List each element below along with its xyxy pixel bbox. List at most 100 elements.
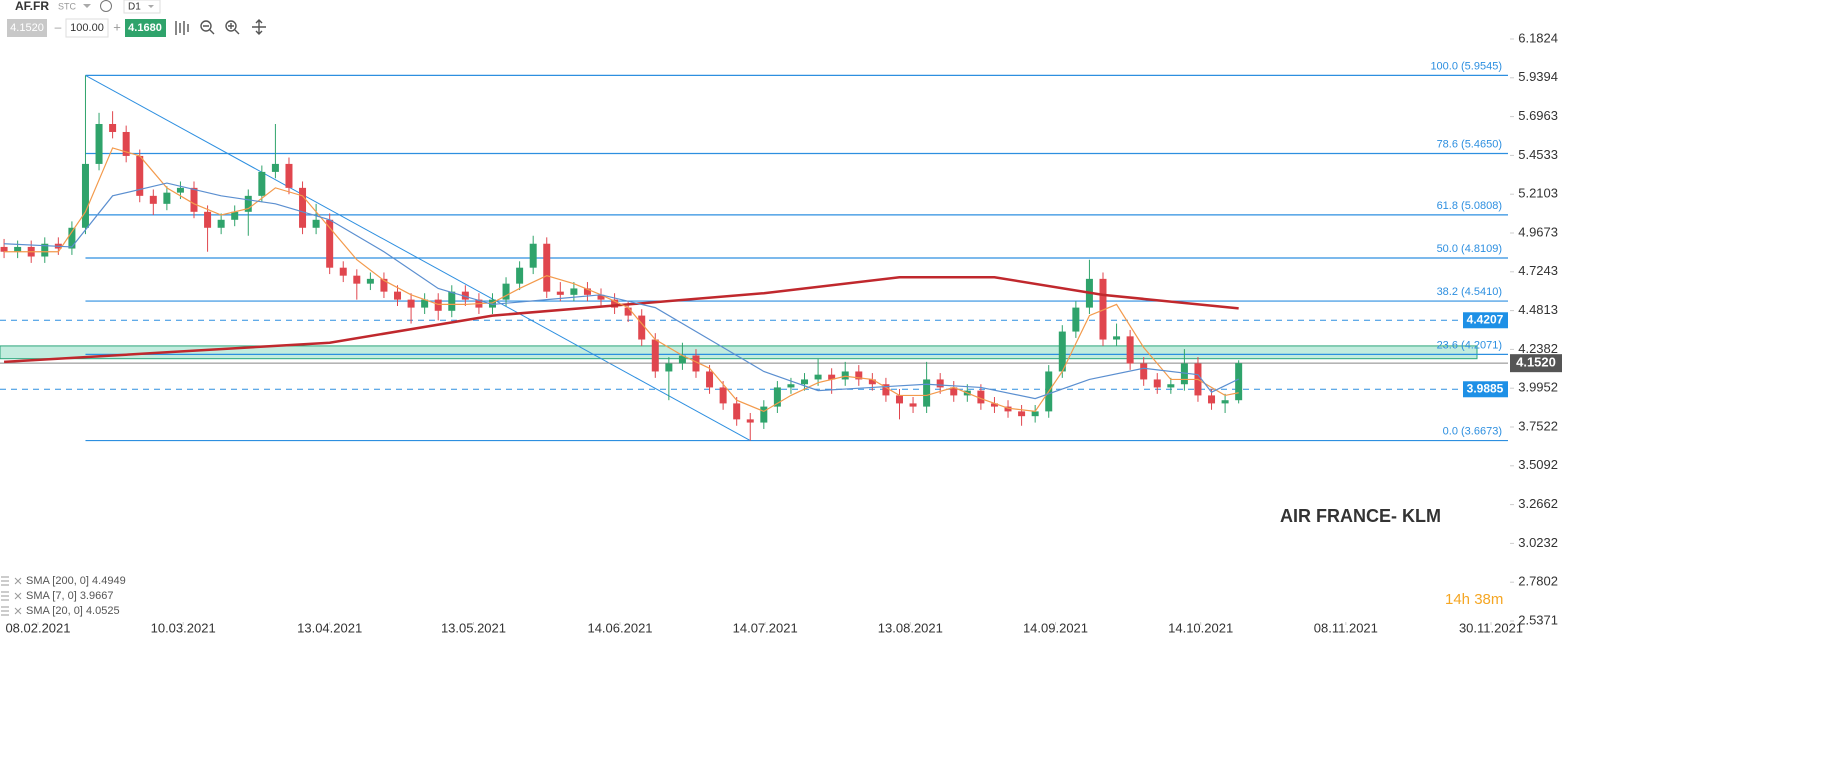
y-tick-label: 3.5092: [1518, 457, 1558, 472]
candle-body: [81, 163, 89, 228]
y-tick-label: 3.7522: [1518, 418, 1558, 433]
y-tick-label: 5.2103: [1518, 186, 1558, 201]
annotation: AIR FRANCE- KLM: [1280, 506, 1441, 526]
zoom-out-icon[interactable]: [200, 20, 212, 32]
level-label: 3.9885: [1467, 381, 1504, 395]
timeframe[interactable]: D1: [128, 2, 141, 13]
y-tick-label: 3.0232: [1518, 535, 1558, 550]
timeframe-box[interactable]: [123, 0, 161, 14]
legend-entry: SMA [200, 0] 4.4949: [26, 575, 126, 587]
y-tick-label: 5.4533: [1518, 147, 1558, 162]
chart-type-icon[interactable]: [175, 21, 189, 35]
bid-box[interactable]: [7, 19, 47, 37]
x-tick-label: 13.04.2021: [297, 620, 362, 635]
y-tick-label: 2.7802: [1518, 574, 1558, 589]
plot-area: 6.1824 5.9394 5.6963 5.4533 5.2103 4.9673 4.72…: [0, 30, 1562, 635]
ask[interactable]: 4.1680: [128, 22, 162, 34]
candle-body: [692, 355, 700, 372]
candle-body: [1140, 363, 1148, 380]
candle-body: [190, 187, 198, 212]
x-tick-label: 13.05.2021: [441, 620, 506, 635]
candle-body: [380, 278, 388, 292]
candle-body: [882, 384, 890, 396]
candle-body: [529, 243, 537, 268]
candle-body: [760, 406, 768, 423]
support-zone: [0, 345, 1478, 360]
fib-label: 0.0 (3.6673): [1443, 425, 1502, 437]
info-icon[interactable]: [100, 0, 112, 12]
price-box: [1510, 354, 1562, 373]
x-tick-label: 14.07.2021: [733, 620, 798, 635]
minus[interactable]: –: [55, 20, 62, 34]
dropdown-arrow[interactable]: [83, 4, 91, 8]
legend-icon: [1, 606, 22, 616]
candle-body: [733, 403, 741, 420]
market: STC: [58, 1, 77, 11]
candle-body: [814, 374, 822, 380]
dropdown-arrow: [148, 5, 154, 8]
y-tick-label: 4.4813: [1518, 302, 1558, 317]
volume-box[interactable]: [65, 18, 109, 38]
fib-label: 50.0 (4.8109): [1437, 243, 1502, 255]
candle-body: [868, 379, 876, 385]
candle-body: [1153, 379, 1161, 388]
candle-body: [394, 291, 402, 300]
x-tick-label: 08.11.2021: [1314, 620, 1378, 635]
volume[interactable]: 100.00: [70, 22, 104, 34]
legend-value: 4.4949: [92, 575, 126, 587]
candle-body: [706, 371, 714, 388]
candle-body: [773, 387, 781, 407]
candle-body: [122, 131, 130, 156]
candle-body: [923, 379, 931, 407]
candle-body: [556, 291, 564, 295]
candle-body: [488, 299, 496, 308]
candle-body: [109, 123, 117, 132]
symbol[interactable]: AF.FR: [15, 0, 49, 13]
candle-body: [285, 163, 293, 188]
timer: 14h 38m: [1445, 591, 1503, 608]
price-label: 4.1520: [1516, 355, 1556, 370]
candle-body: [258, 171, 266, 196]
candle-body: [1031, 411, 1039, 417]
sma-line: [3, 276, 1239, 364]
candle-body: [353, 275, 361, 284]
y-tick-label: 5.6963: [1518, 108, 1558, 123]
candle-body: [231, 211, 239, 220]
legend-entry: SMA [20, 0] 4.0525: [26, 605, 120, 617]
candle-body: [950, 387, 958, 396]
candle-body: [719, 387, 727, 404]
fib-label: 38.2 (4.5410): [1437, 286, 1502, 298]
candle-body: [271, 163, 279, 172]
fib-label: 78.6 (5.4650): [1437, 138, 1502, 150]
legend-value: 4.0525: [86, 605, 120, 617]
candle-body: [828, 374, 836, 380]
x-tick-label: 14.10.2021: [1168, 620, 1233, 635]
candle-body: [583, 288, 591, 295]
candle-body: [366, 278, 374, 284]
bid[interactable]: 4.1520: [10, 22, 44, 34]
candle-body: [597, 294, 605, 300]
pan-icon[interactable]: [252, 19, 266, 35]
candle-body: [176, 187, 184, 193]
legend-name: SMA [200, 0]: [26, 575, 89, 587]
candle-body: [136, 155, 144, 196]
candle-body: [990, 403, 998, 407]
candle-body: [204, 211, 212, 228]
level-box: [1463, 381, 1508, 398]
candle-body: [909, 403, 917, 407]
plus[interactable]: +: [113, 19, 121, 34]
sma-line: [4, 182, 1239, 400]
candle-body: [41, 243, 49, 257]
candle-body: [1208, 395, 1216, 404]
candle-body: [1221, 400, 1229, 404]
zoom-in-icon[interactable]: [225, 20, 237, 32]
candle-body: [68, 227, 76, 249]
legend-name: SMA [7, 0]: [26, 590, 77, 602]
x-tick-label: 30.11.2021: [1459, 620, 1523, 635]
legend-name: SMA [20, 0]: [26, 605, 83, 617]
ask-box[interactable]: [125, 19, 166, 37]
x-tick-label: 14.09.2021: [1023, 620, 1088, 635]
candle-body: [149, 195, 157, 204]
candle-body: [1018, 411, 1026, 417]
